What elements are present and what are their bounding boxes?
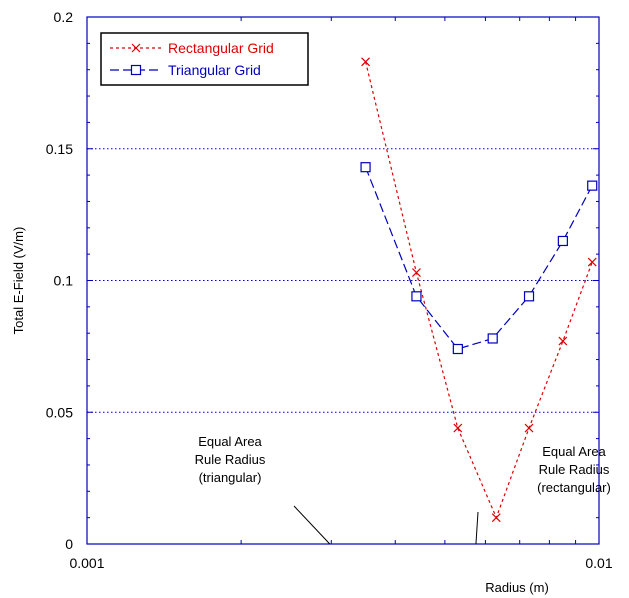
grid-lines [87,148,599,413]
data-point [130,64,142,76]
data-point [487,333,498,344]
legend-box [100,32,309,86]
annotation-text: (triangular) [199,470,262,485]
marker-stroke [453,423,463,433]
marker-stroke [491,513,501,523]
x-tick-label: 0.001 [69,555,104,571]
marker-stroke [524,423,534,433]
series [360,57,598,523]
y-tick-label: 0 [65,536,73,552]
y-tick-label: 0.2 [54,9,74,25]
annotation-text: (rectangular) [537,480,611,495]
data-point [557,235,568,247]
data-point [587,180,598,191]
data-point [558,336,568,346]
data-point [587,257,597,267]
data-point [411,291,422,302]
y-tick-label: 0.05 [46,404,73,420]
data-point [360,162,371,173]
y-axis-title: Total E-Field (V/m) [11,227,26,335]
data-point [523,291,535,302]
data-point [361,57,370,67]
legend-entry: Triangular Grid [110,62,261,78]
annotation-text: Rule Radius [195,452,266,467]
annotation-text: Rule Radius [539,462,610,477]
marker-stroke [558,336,568,346]
annotation-text: Equal Area [198,434,262,449]
marker-stroke [412,268,421,278]
annotation: Equal Area Rule Radius (triangular) [195,434,331,545]
series-square [360,162,598,355]
data-point [131,43,141,53]
data-point [524,423,534,433]
data-point [412,268,421,278]
x-axis-title: Radius (m) [485,580,549,595]
annotation-leader [475,511,479,545]
annotation-text: Equal Area [542,444,606,459]
data-point [491,513,501,523]
annotation: Equal Area Rule Radius (rectangular) [475,444,611,545]
data-point [452,343,463,355]
marker-stroke [131,43,141,53]
series-line [365,166,593,350]
marker-stroke [361,57,370,67]
series-x [361,57,597,523]
annotation-leader [293,505,331,545]
y-tick-label: 0.1 [54,273,74,289]
legend: Rectangular Grid Triangular Grid [100,32,309,86]
legend-entry: Rectangular Grid [110,40,274,56]
axes: 0 0.05 0.1 0.15 0.2 0.001 0.01 [46,9,613,571]
data-point [453,423,463,433]
legend-label: Rectangular Grid [168,40,274,56]
legend-label: Triangular Grid [168,62,261,78]
y-tick-label: 0.15 [46,141,73,157]
x-tick-label: 0.01 [585,555,612,571]
marker-stroke [587,257,597,267]
